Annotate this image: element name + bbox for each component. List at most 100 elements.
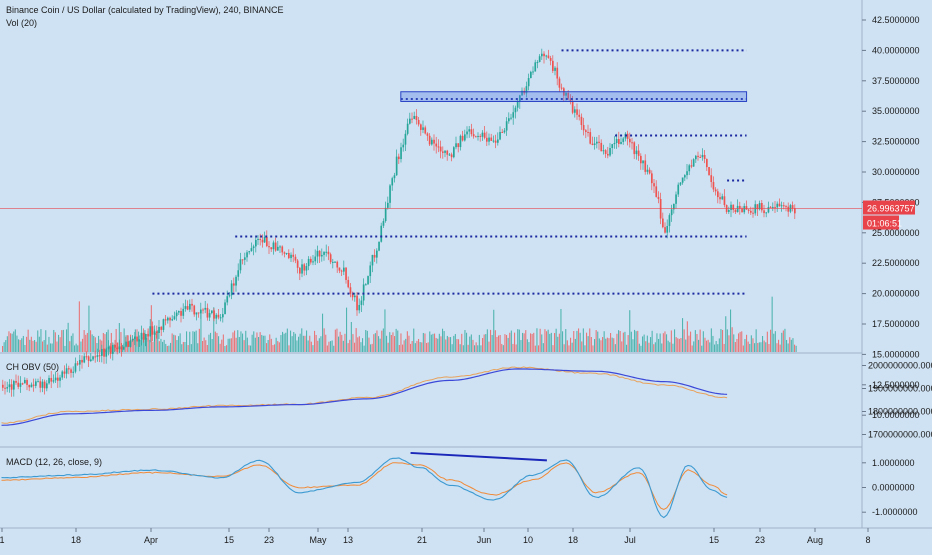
volume-bar	[715, 341, 717, 352]
volume-bar	[206, 345, 208, 352]
volume-bar	[278, 342, 280, 352]
volume-bar	[483, 334, 485, 352]
volume-bar	[74, 345, 76, 352]
volume-bar	[21, 338, 23, 352]
volume-bar	[158, 341, 160, 352]
volume-bar	[270, 338, 272, 352]
volume-bar	[408, 335, 410, 352]
candle-body	[129, 340, 132, 347]
volume-bar	[187, 345, 189, 352]
volume-bar	[630, 331, 632, 352]
volume-bar	[43, 340, 45, 352]
candle-body	[74, 363, 77, 372]
candle-body	[283, 252, 286, 254]
volume-bar	[18, 339, 20, 352]
candle-body	[72, 371, 75, 373]
candle-body	[114, 344, 116, 348]
candle-body	[466, 131, 468, 135]
volume-bar	[40, 329, 42, 352]
volume-bar	[307, 340, 309, 352]
candle-body	[486, 137, 488, 142]
volume-bar	[562, 331, 564, 352]
volume-bar	[534, 345, 536, 352]
volume-bar	[614, 344, 616, 352]
volume-bar	[2, 345, 4, 352]
volume-bar	[742, 345, 744, 352]
volume-bar	[262, 335, 264, 352]
volume-bar	[696, 334, 698, 352]
volume-bar	[426, 343, 428, 352]
volume-bar	[709, 342, 711, 352]
volume-bar	[637, 330, 639, 352]
candle-body	[360, 300, 363, 305]
candle-body	[453, 147, 455, 158]
volume-bar	[768, 344, 770, 352]
volume-bar	[323, 328, 325, 352]
volume-bar	[218, 336, 220, 352]
volume-bar	[62, 329, 64, 352]
candle-body	[739, 205, 741, 209]
time-tick-label: Jun	[477, 535, 492, 545]
candle-body	[274, 242, 277, 251]
candle-body	[112, 344, 114, 354]
candle-body	[213, 310, 215, 319]
volume-bar	[654, 342, 656, 352]
volume-bar	[616, 333, 618, 352]
candle-body	[340, 270, 343, 272]
volume-bar	[450, 337, 452, 352]
candle-body	[52, 380, 55, 382]
candle-body	[189, 303, 191, 310]
volume-bar	[248, 345, 250, 352]
candle-body	[457, 143, 460, 148]
volume-bar	[680, 337, 682, 352]
candle-body	[228, 295, 231, 297]
candle-body	[327, 251, 330, 255]
candle-body	[516, 101, 519, 108]
volume-bar	[690, 331, 692, 352]
candle-body	[127, 341, 130, 347]
candle-body	[765, 212, 768, 214]
volume-bar	[744, 339, 746, 352]
candle-body	[393, 175, 396, 179]
candle-body	[233, 283, 235, 286]
volume-bar	[723, 343, 725, 352]
candle-body	[138, 339, 141, 342]
candle-body	[303, 264, 306, 271]
candle-body	[637, 150, 640, 156]
volume-bar	[518, 329, 520, 352]
volume-bar	[787, 343, 789, 352]
candle-body	[635, 150, 638, 155]
volume-bar	[741, 331, 743, 352]
volume-bar	[701, 345, 703, 352]
candle-body	[431, 139, 433, 145]
candle-body	[290, 254, 292, 259]
volume-bar	[149, 339, 151, 352]
volume-bar	[6, 336, 8, 352]
candle-body	[461, 135, 464, 141]
candle-body	[382, 221, 385, 226]
candle-body	[76, 363, 79, 365]
volume-bar	[699, 329, 701, 352]
candle-body	[593, 143, 596, 145]
price-tick-label: 35.0000000	[872, 106, 920, 116]
volume-bar	[659, 333, 661, 352]
candle-body	[692, 159, 695, 167]
volume-bar	[370, 344, 372, 352]
macd-divergence-line	[410, 451, 547, 462]
candle-body	[250, 248, 253, 252]
volume-bar	[258, 337, 260, 352]
volume-bar	[610, 333, 612, 352]
volume-bar	[570, 337, 572, 352]
candle-body	[175, 312, 178, 317]
candle-body	[224, 302, 226, 315]
volume-bar	[658, 338, 660, 352]
volume-bar	[395, 328, 397, 352]
volume-bar	[738, 333, 740, 352]
candle-body	[46, 383, 48, 389]
volume-bar	[373, 334, 375, 352]
candle-body	[734, 209, 737, 213]
candle-body	[376, 250, 378, 258]
volume-bar	[264, 335, 266, 352]
volume-bar	[181, 344, 183, 352]
